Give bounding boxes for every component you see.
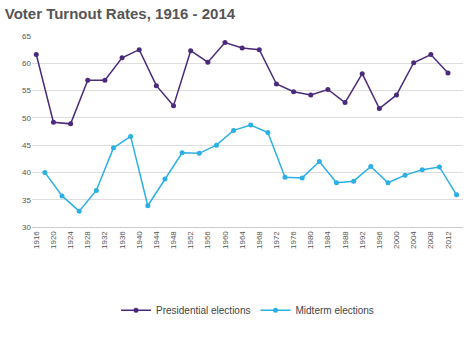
- svg-text:Presidential elections: Presidential elections: [156, 305, 251, 316]
- svg-text:2000: 2000: [392, 231, 401, 249]
- svg-text:1944: 1944: [152, 231, 161, 249]
- svg-text:Midterm elections: Midterm elections: [296, 305, 374, 316]
- svg-text:1928: 1928: [83, 231, 92, 249]
- svg-text:60: 60: [22, 59, 31, 68]
- svg-text:1940: 1940: [135, 231, 144, 249]
- svg-text:2008: 2008: [426, 231, 435, 249]
- svg-text:30: 30: [22, 223, 31, 232]
- svg-text:1956: 1956: [203, 231, 212, 249]
- svg-text:1916: 1916: [32, 231, 41, 249]
- svg-text:1920: 1920: [49, 231, 58, 249]
- svg-text:35: 35: [22, 196, 31, 205]
- svg-text:1992: 1992: [358, 231, 367, 249]
- svg-text:55: 55: [22, 86, 31, 95]
- svg-text:1936: 1936: [118, 231, 127, 249]
- svg-text:1952: 1952: [186, 231, 195, 249]
- svg-text:1932: 1932: [101, 231, 110, 249]
- svg-text:1948: 1948: [169, 231, 178, 249]
- svg-text:Voter Turnout Rates, 1916 - 20: Voter Turnout Rates, 1916 - 2014: [5, 5, 236, 22]
- svg-text:1972: 1972: [272, 231, 281, 249]
- svg-text:50: 50: [22, 114, 31, 123]
- svg-text:1924: 1924: [66, 231, 75, 249]
- svg-text:1976: 1976: [289, 231, 298, 249]
- svg-text:45: 45: [22, 141, 31, 150]
- svg-text:1996: 1996: [375, 231, 384, 249]
- svg-text:1980: 1980: [306, 231, 315, 249]
- svg-text:2012: 2012: [444, 231, 453, 249]
- svg-text:1984: 1984: [324, 231, 333, 249]
- svg-text:1960: 1960: [221, 231, 230, 249]
- svg-text:1988: 1988: [341, 231, 350, 249]
- svg-text:40: 40: [22, 168, 31, 177]
- svg-text:1968: 1968: [255, 231, 264, 249]
- svg-text:2004: 2004: [409, 231, 418, 249]
- svg-text:1964: 1964: [238, 231, 247, 249]
- svg-text:65: 65: [22, 32, 31, 41]
